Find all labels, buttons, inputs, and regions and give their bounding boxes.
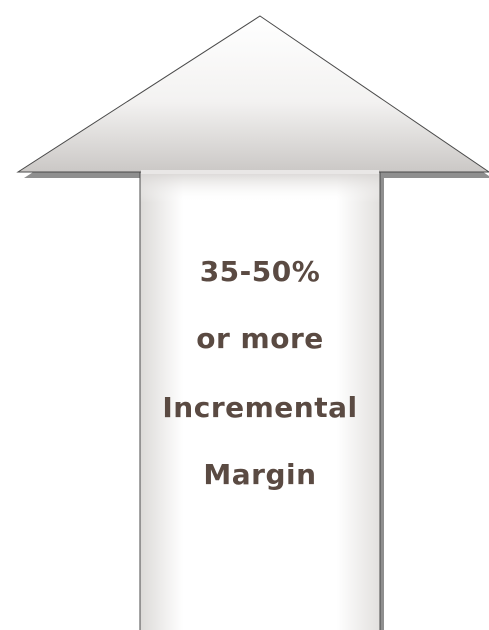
arrow-text-margin: Margin: [203, 458, 317, 491]
arrow-head: [16, 15, 489, 173]
arrow-text-qualifier: or more: [196, 322, 324, 355]
arrow-text-incremental: Incremental: [162, 391, 358, 424]
arrow-text-percentage: 35-50%: [199, 255, 321, 288]
